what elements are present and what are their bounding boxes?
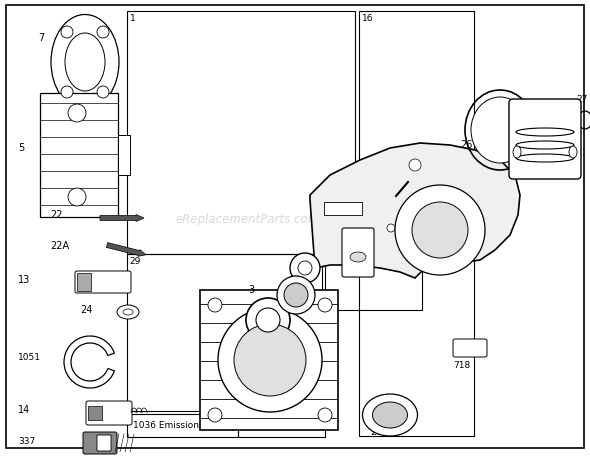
Text: 26: 26 (460, 140, 473, 150)
Text: 22A: 22A (50, 241, 69, 251)
Ellipse shape (51, 15, 119, 110)
Ellipse shape (362, 394, 418, 436)
Circle shape (395, 185, 485, 275)
Circle shape (412, 202, 468, 258)
Circle shape (68, 104, 86, 122)
Ellipse shape (123, 309, 133, 315)
Text: 1: 1 (130, 15, 136, 23)
Bar (359, 11, 474, 254)
Bar (127, 414, 238, 437)
Ellipse shape (471, 97, 529, 163)
Bar (127, 254, 325, 411)
FancyBboxPatch shape (453, 339, 487, 357)
Circle shape (68, 188, 86, 206)
Wedge shape (368, 192, 404, 216)
Text: 3: 3 (248, 285, 254, 295)
Bar (324, 202, 362, 215)
Text: 1036 Emissions Label: 1036 Emissions Label (133, 421, 231, 430)
Circle shape (97, 86, 109, 98)
Bar (238, 414, 325, 437)
Text: 25: 25 (362, 257, 373, 266)
FancyBboxPatch shape (342, 228, 374, 277)
Text: eReplacementParts.com: eReplacementParts.com (176, 213, 320, 226)
Bar (118, 135, 130, 175)
Circle shape (298, 261, 312, 275)
FancyBboxPatch shape (83, 432, 117, 454)
Circle shape (318, 408, 332, 422)
Circle shape (409, 159, 421, 171)
Bar (322, 210, 422, 310)
Ellipse shape (350, 252, 366, 262)
FancyBboxPatch shape (97, 435, 111, 451)
Circle shape (234, 324, 306, 396)
Bar (200, 290, 338, 430)
Circle shape (381, 218, 401, 238)
Circle shape (208, 298, 222, 312)
Circle shape (246, 298, 290, 342)
Polygon shape (310, 143, 520, 278)
Bar (40, 93, 118, 217)
Circle shape (290, 253, 320, 283)
Circle shape (208, 408, 222, 422)
Ellipse shape (65, 33, 105, 91)
Text: 32: 32 (390, 195, 402, 205)
Circle shape (256, 308, 280, 332)
Bar (127, 11, 355, 254)
Text: 16: 16 (362, 15, 373, 23)
Text: 718: 718 (453, 361, 470, 370)
FancyBboxPatch shape (75, 271, 131, 293)
Circle shape (387, 224, 395, 232)
Ellipse shape (284, 283, 308, 307)
Bar (77, 273, 91, 291)
Circle shape (97, 26, 109, 38)
Circle shape (61, 26, 73, 38)
Bar (359, 254, 474, 436)
Text: 24: 24 (80, 305, 93, 315)
Circle shape (61, 86, 73, 98)
Ellipse shape (277, 276, 315, 314)
Text: 48 Short Block: 48 Short Block (248, 421, 314, 430)
FancyBboxPatch shape (86, 401, 132, 425)
Ellipse shape (513, 146, 521, 158)
Text: 13: 13 (18, 275, 30, 285)
Text: 7: 7 (38, 33, 44, 43)
Text: 22: 22 (50, 210, 63, 220)
Text: 337: 337 (18, 436, 35, 446)
Circle shape (318, 298, 332, 312)
Ellipse shape (117, 305, 139, 319)
Text: 29: 29 (130, 257, 141, 266)
Text: 1401: 1401 (325, 204, 344, 213)
Text: 20: 20 (370, 427, 382, 437)
Wedge shape (64, 336, 114, 388)
Ellipse shape (569, 146, 577, 158)
FancyArrow shape (100, 214, 144, 222)
Ellipse shape (372, 402, 408, 428)
Text: 1051: 1051 (18, 354, 41, 362)
Circle shape (218, 308, 322, 412)
Text: 5: 5 (18, 143, 24, 153)
FancyBboxPatch shape (509, 99, 581, 179)
Bar (88, 406, 102, 420)
Text: 14: 14 (18, 405, 30, 415)
Text: 27: 27 (576, 96, 588, 105)
FancyArrow shape (106, 243, 146, 256)
